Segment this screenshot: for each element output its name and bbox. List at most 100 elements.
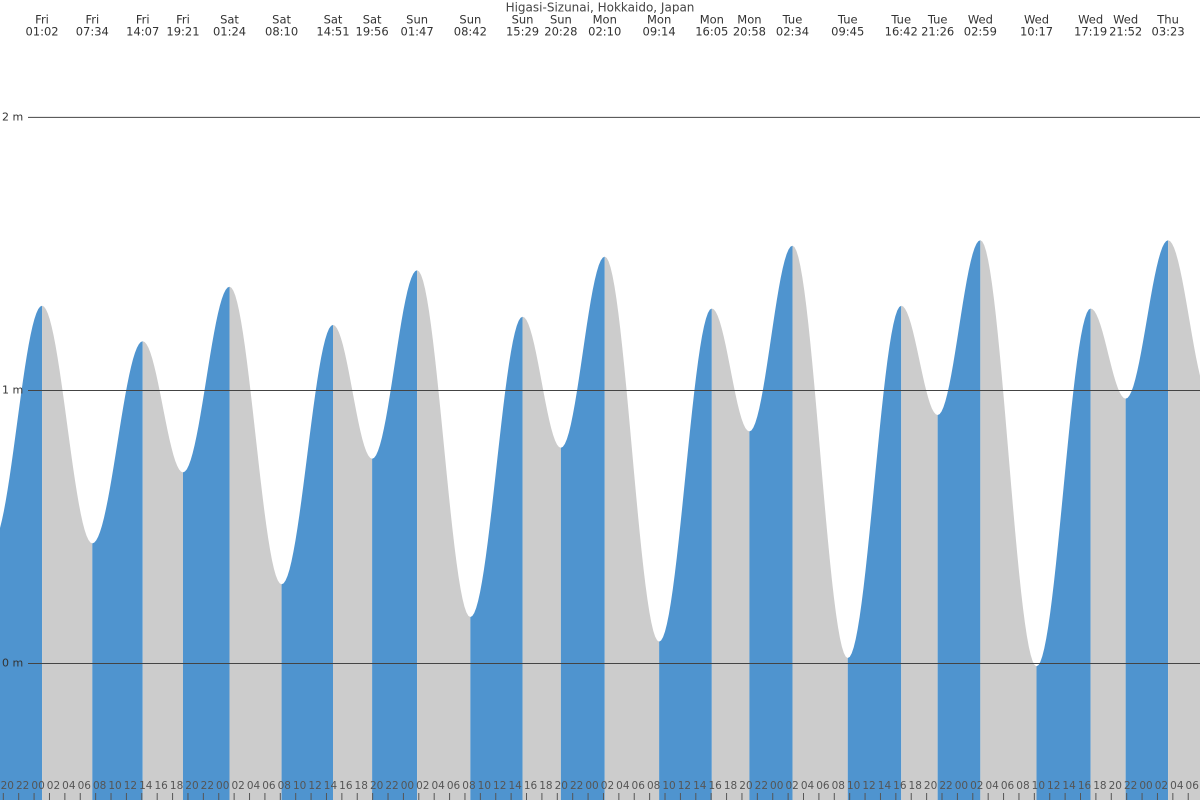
x-tick-label: 22 bbox=[755, 780, 768, 792]
event-time: 07:34 bbox=[76, 25, 109, 39]
event-time: 10:17 bbox=[1020, 25, 1053, 39]
event-day: Tue bbox=[927, 13, 948, 27]
x-tick-label: 02 bbox=[231, 780, 244, 792]
x-tick-label: 10 bbox=[662, 780, 675, 792]
x-tick-label: 22 bbox=[385, 780, 398, 792]
x-tick-label: 18 bbox=[1093, 780, 1106, 792]
x-tick-label: 22 bbox=[939, 780, 952, 792]
x-tick-label: 12 bbox=[1047, 780, 1060, 792]
x-tick-label: 16 bbox=[708, 780, 722, 792]
tide-fill bbox=[182, 286, 230, 800]
tide-fill bbox=[560, 256, 605, 800]
event-time: 20:28 bbox=[544, 25, 577, 39]
tide-fill bbox=[792, 245, 848, 800]
x-tick-label: 06 bbox=[447, 780, 461, 792]
event-day: Wed bbox=[1078, 13, 1103, 27]
event-time: 20:58 bbox=[733, 25, 766, 39]
x-tick-label: 00 bbox=[1139, 780, 1152, 792]
x-tick-label: 00 bbox=[585, 780, 598, 792]
event-time: 02:34 bbox=[776, 25, 809, 39]
tide-fill bbox=[281, 324, 334, 800]
tide-fill bbox=[470, 316, 523, 800]
x-tick-label: 10 bbox=[1032, 780, 1045, 792]
chart-title: Higasi-Sizunai, Hokkaido, Japan bbox=[506, 1, 695, 15]
x-tick-label: 12 bbox=[308, 780, 321, 792]
event-day: Wed bbox=[1024, 13, 1049, 27]
tide-fill bbox=[92, 341, 143, 800]
x-tick-label: 08 bbox=[462, 780, 475, 792]
event-day: Sun bbox=[550, 13, 572, 27]
event-time: 01:02 bbox=[25, 25, 58, 39]
event-day: Mon bbox=[737, 13, 761, 27]
event-time: 09:45 bbox=[831, 25, 864, 39]
tide-fill bbox=[142, 341, 183, 800]
tide-fill bbox=[749, 245, 793, 800]
tide-fill bbox=[42, 305, 93, 800]
x-tick-label: 00 bbox=[401, 780, 414, 792]
x-tick-label: 18 bbox=[909, 780, 922, 792]
x-tick-label: 16 bbox=[339, 780, 353, 792]
tide-fill bbox=[1090, 308, 1126, 800]
event-day: Wed bbox=[1113, 13, 1138, 27]
event-time: 16:05 bbox=[695, 25, 728, 39]
event-time: 09:14 bbox=[643, 25, 676, 39]
event-time: 14:51 bbox=[316, 25, 349, 39]
event-time: 08:10 bbox=[265, 25, 298, 39]
event-day: Sun bbox=[406, 13, 428, 27]
event-day: Fri bbox=[136, 13, 150, 27]
event-day: Fri bbox=[85, 13, 99, 27]
x-tick-label: 06 bbox=[1001, 780, 1015, 792]
x-tick-label: 04 bbox=[616, 780, 630, 792]
tide-fill bbox=[229, 286, 282, 800]
x-tick-label: 00 bbox=[216, 780, 229, 792]
x-tick-label: 18 bbox=[724, 780, 737, 792]
x-tick-label: 12 bbox=[493, 780, 506, 792]
tide-fill bbox=[980, 240, 1037, 800]
x-tick-label: 14 bbox=[878, 780, 892, 792]
x-tick-label: 02 bbox=[601, 780, 614, 792]
event-day: Fri bbox=[35, 13, 49, 27]
event-day: Mon bbox=[700, 13, 724, 27]
event-time: 01:24 bbox=[213, 25, 246, 39]
x-tick-label: 00 bbox=[31, 780, 44, 792]
event-time: 16:42 bbox=[885, 25, 918, 39]
x-tick-label: 20 bbox=[370, 780, 383, 792]
event-time: 15:29 bbox=[506, 25, 539, 39]
event-time: 14:07 bbox=[126, 25, 159, 39]
x-tick-label: 22 bbox=[201, 780, 214, 792]
x-tick-label: 16 bbox=[155, 780, 169, 792]
event-time: 19:56 bbox=[356, 25, 389, 39]
tide-fill bbox=[711, 308, 750, 800]
x-tick-label: 14 bbox=[324, 780, 338, 792]
x-tick-label: 04 bbox=[247, 780, 261, 792]
x-tick-label: 04 bbox=[801, 780, 815, 792]
tide-fill bbox=[937, 240, 981, 800]
x-tick-label: 06 bbox=[1186, 780, 1200, 792]
x-tick-label: 06 bbox=[816, 780, 830, 792]
event-day: Mon bbox=[593, 13, 617, 27]
tide-fill bbox=[417, 270, 471, 800]
tide-fill bbox=[1036, 308, 1091, 800]
x-tick-label: 10 bbox=[478, 780, 491, 792]
x-tick-label: 16 bbox=[524, 780, 538, 792]
event-time: 08:42 bbox=[454, 25, 487, 39]
x-tick-label: 02 bbox=[1155, 780, 1168, 792]
x-tick-label: 14 bbox=[508, 780, 522, 792]
x-tick-label: 12 bbox=[678, 780, 691, 792]
tide-fill bbox=[659, 308, 712, 800]
event-day: Sat bbox=[324, 13, 343, 27]
event-day: Sat bbox=[272, 13, 291, 27]
event-time: 21:26 bbox=[921, 25, 954, 39]
event-day: Sat bbox=[363, 13, 382, 27]
x-tick-label: 06 bbox=[632, 780, 646, 792]
x-tick-label: 02 bbox=[970, 780, 983, 792]
x-tick-label: 06 bbox=[262, 780, 276, 792]
x-tick-label: 20 bbox=[739, 780, 752, 792]
x-tick-label: 20 bbox=[555, 780, 568, 792]
x-tick-label: 04 bbox=[432, 780, 446, 792]
event-day: Tue bbox=[782, 13, 803, 27]
event-day: Wed bbox=[968, 13, 993, 27]
x-tick-label: 14 bbox=[1062, 780, 1076, 792]
event-time: 21:52 bbox=[1109, 25, 1142, 39]
